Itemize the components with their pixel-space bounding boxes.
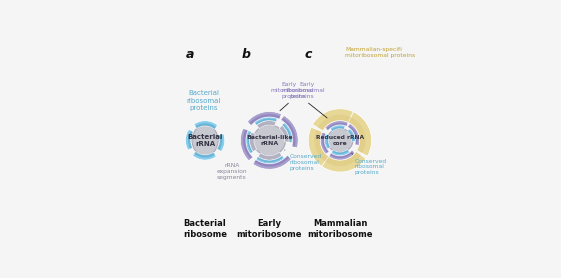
Wedge shape (281, 118, 296, 147)
Ellipse shape (327, 129, 353, 152)
Text: Bacterial
rRNA: Bacterial rRNA (187, 134, 223, 147)
Wedge shape (247, 111, 282, 125)
Wedge shape (348, 112, 371, 156)
Wedge shape (347, 130, 353, 142)
Wedge shape (279, 127, 287, 142)
Wedge shape (309, 127, 329, 166)
Wedge shape (347, 128, 356, 142)
Wedge shape (258, 152, 282, 160)
Wedge shape (217, 135, 222, 150)
Wedge shape (329, 150, 355, 160)
Wedge shape (322, 152, 366, 172)
Wedge shape (243, 129, 252, 159)
Wedge shape (247, 131, 253, 153)
Wedge shape (188, 131, 193, 149)
Wedge shape (256, 156, 284, 164)
Wedge shape (282, 122, 293, 142)
Wedge shape (257, 156, 283, 162)
Wedge shape (195, 123, 216, 129)
Wedge shape (332, 149, 349, 154)
Wedge shape (327, 123, 347, 130)
Text: c: c (305, 48, 312, 61)
Wedge shape (331, 149, 350, 156)
Text: Mammalian
mitoribosome: Mammalian mitoribosome (307, 219, 373, 239)
Wedge shape (279, 125, 289, 142)
Text: Bacterial
ribosomal
proteins: Bacterial ribosomal proteins (187, 90, 221, 111)
Text: Early
mitoribosomal
proteins: Early mitoribosomal proteins (280, 82, 325, 111)
Wedge shape (217, 134, 225, 152)
Text: Reduced rRNA
core: Reduced rRNA core (316, 135, 364, 146)
Wedge shape (185, 129, 193, 150)
Wedge shape (348, 125, 357, 145)
Text: Bacterial
ribosome: Bacterial ribosome (183, 219, 227, 239)
Wedge shape (330, 125, 346, 131)
Wedge shape (192, 152, 217, 160)
Wedge shape (194, 121, 218, 129)
Wedge shape (320, 132, 329, 154)
Wedge shape (249, 114, 280, 125)
Text: a: a (186, 48, 194, 61)
Wedge shape (252, 133, 257, 150)
Wedge shape (331, 127, 344, 131)
Ellipse shape (253, 125, 286, 156)
Wedge shape (282, 124, 291, 142)
Text: Early
mitoribosomal
proteins: Early mitoribosomal proteins (270, 82, 327, 118)
Wedge shape (330, 150, 353, 158)
Wedge shape (250, 132, 257, 152)
Text: rRNA
expansion
segments: rRNA expansion segments (217, 163, 247, 180)
Wedge shape (314, 130, 329, 162)
Wedge shape (312, 109, 353, 131)
Ellipse shape (192, 125, 218, 156)
Wedge shape (258, 123, 275, 129)
Wedge shape (348, 117, 366, 153)
Text: Conserved
ribosomal
proteins: Conserved ribosomal proteins (352, 154, 387, 175)
Wedge shape (324, 134, 330, 149)
Wedge shape (194, 152, 215, 158)
Wedge shape (246, 130, 253, 154)
Wedge shape (323, 133, 329, 153)
Wedge shape (325, 152, 361, 166)
Wedge shape (281, 115, 298, 148)
Text: Bacterial-like
rRNA: Bacterial-like rRNA (246, 135, 293, 146)
Text: b: b (241, 48, 251, 61)
Wedge shape (348, 123, 360, 145)
Text: Early
mitoribosome: Early mitoribosome (237, 219, 302, 239)
Text: Mammalian-specifi
mitoribosomal proteins: Mammalian-specifi mitoribosomal proteins (346, 47, 416, 58)
Wedge shape (254, 155, 289, 167)
Wedge shape (253, 155, 292, 169)
Wedge shape (327, 135, 330, 148)
Wedge shape (259, 152, 280, 158)
Text: Conserved
ribosomal
proteins: Conserved ribosomal proteins (285, 150, 322, 171)
Wedge shape (254, 117, 277, 125)
Wedge shape (256, 120, 276, 129)
Wedge shape (318, 115, 351, 131)
Wedge shape (255, 119, 277, 125)
Wedge shape (325, 121, 348, 130)
Wedge shape (241, 128, 252, 161)
